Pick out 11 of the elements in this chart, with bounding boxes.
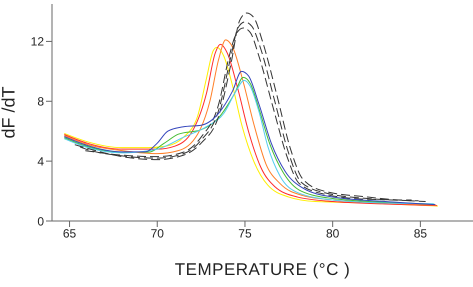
- y-tick-label: 12: [30, 34, 44, 49]
- y-axis-title: dF /dT: [0, 86, 18, 139]
- x-tick-label: 85: [414, 226, 428, 241]
- y-tick-label: 0: [37, 214, 44, 228]
- x-tick-label: 70: [150, 226, 164, 241]
- y-tick-label: 8: [37, 94, 44, 109]
- y-tick-label: 4: [37, 154, 44, 168]
- x-axis-title: TEMPERATURE (°C ): [174, 260, 350, 279]
- x-tick-label: 80: [326, 226, 340, 241]
- x-tick-label: 75: [238, 226, 252, 241]
- x-tick-label: 65: [62, 226, 77, 241]
